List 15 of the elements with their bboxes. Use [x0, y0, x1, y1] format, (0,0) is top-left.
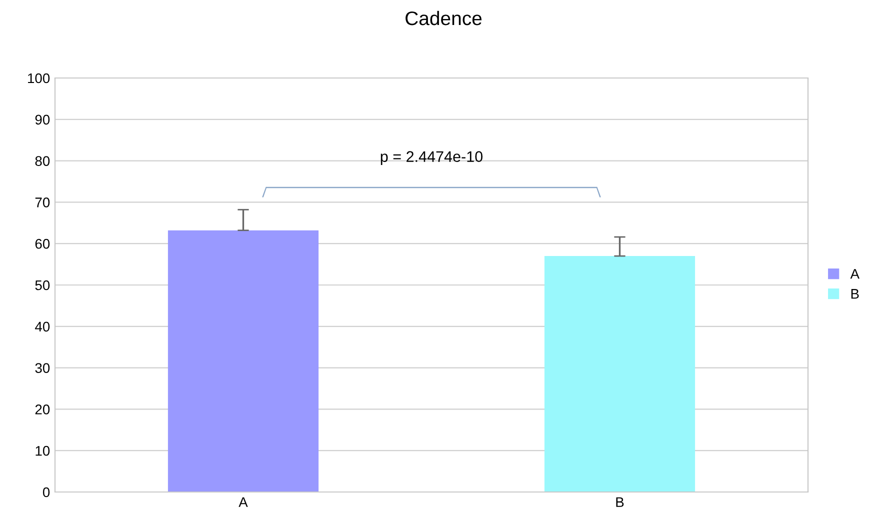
y-tick-label: 100: [28, 73, 50, 84]
y-tick-label: 70: [35, 198, 50, 208]
y-tick-label: 40: [35, 322, 50, 332]
annotation: p = 2.4474e-10: [380, 151, 483, 166]
y-tick-label: 20: [35, 404, 50, 414]
y-tick-label: 0: [42, 487, 50, 498]
y-tick-label: 30: [35, 363, 50, 373]
chart-title: Cadence: [406, 10, 482, 26]
y-tick-label: 80: [35, 156, 50, 166]
y-tick-label: 50: [35, 280, 50, 290]
legend-label: B: [851, 289, 859, 299]
legend-label: A: [850, 269, 860, 279]
y-tick-label: 60: [35, 238, 50, 249]
y-tick-label: 10: [36, 446, 50, 456]
y-tick-label: 90: [35, 114, 50, 125]
